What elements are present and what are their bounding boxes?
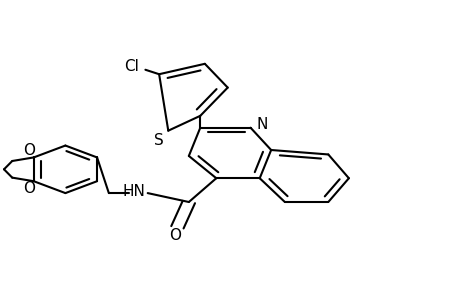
Text: HN: HN (122, 184, 145, 199)
Text: Cl: Cl (124, 59, 139, 74)
Text: N: N (256, 117, 267, 132)
Text: S: S (154, 133, 164, 148)
Text: O: O (23, 142, 35, 158)
Text: O: O (169, 228, 181, 243)
Text: O: O (23, 181, 35, 196)
